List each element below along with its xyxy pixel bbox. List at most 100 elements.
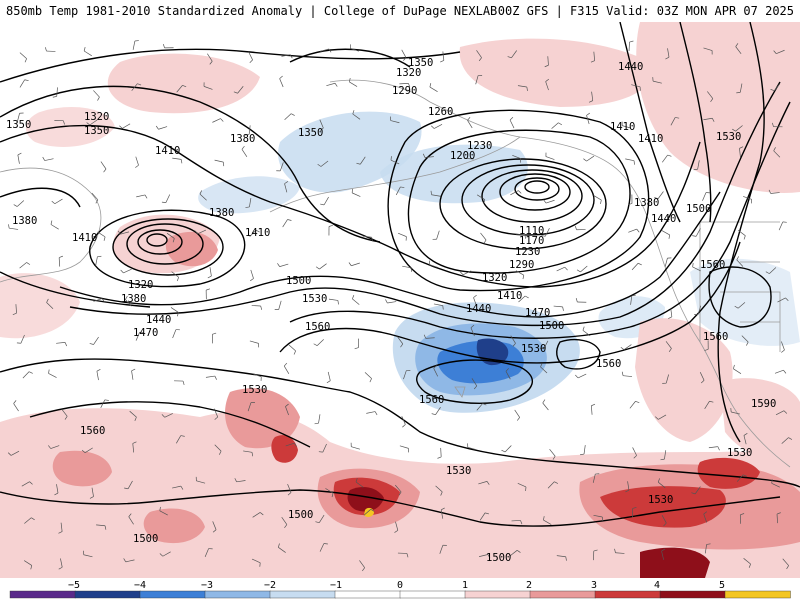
wind-barb-flag (121, 270, 124, 273)
map-svg: 1350 1320 1290 1260 1230 1200 1110 1170 … (0, 22, 800, 578)
wind-barb-flag (51, 221, 52, 225)
wind-barb-flag (25, 80, 29, 81)
colorbar-tick-label: 1 (462, 580, 468, 591)
wind-barb-flag (104, 169, 106, 172)
wind-barb (505, 445, 511, 451)
wind-barb (280, 264, 289, 267)
wind-barb-flag (315, 423, 319, 424)
wind-barb-flag (250, 60, 253, 63)
wind-barb (554, 306, 563, 307)
wind-barb (398, 233, 406, 236)
wind-barb (98, 232, 106, 237)
wind-barb-flag (781, 350, 784, 352)
wind-barb-flag (43, 157, 45, 160)
wind-barb-flag (49, 370, 50, 374)
wind-barb-flag (45, 47, 46, 51)
colorbar-ticks: −5 −4 −3 −2 −1 0 1 2 3 4 5 (68, 580, 725, 591)
wind-barb-flag (288, 219, 292, 220)
contour-label: 1500 (133, 533, 158, 545)
weather-map: 1350 1320 1290 1260 1230 1200 1110 1170 … (0, 22, 800, 578)
wind-barb (136, 157, 139, 166)
wind-barb-flag (90, 343, 94, 344)
wind-barb (632, 263, 638, 270)
colorbar-swatch (205, 591, 271, 598)
map-title: 850mb Temp 1981-2010 Standardized Anomal… (6, 0, 497, 22)
wind-barb-flag (294, 351, 296, 355)
wind-barb (172, 158, 181, 159)
contour-label: 1290 (392, 85, 417, 97)
colorbar-swatch (335, 591, 401, 598)
contour-label: 1380 (209, 207, 234, 219)
contour-label: 1410 (72, 232, 97, 244)
wind-barb (123, 269, 131, 273)
wind-barb (242, 149, 247, 157)
wind-barb (319, 264, 326, 269)
wind-barb-flag (543, 400, 545, 403)
wind-barb-flag (135, 165, 138, 167)
wind-barb (212, 119, 220, 123)
colorbar-tick-label: −3 (201, 580, 213, 591)
colorbar-tick-label: 0 (397, 580, 403, 591)
colorbar-tick-label: −4 (134, 580, 146, 591)
anomaly-shading (0, 22, 800, 578)
wind-barb (552, 123, 559, 129)
wind-barb-flag (181, 159, 182, 163)
wind-barb-flag (329, 225, 333, 226)
contour-label: 1410 (497, 290, 522, 302)
wind-barb (665, 258, 667, 267)
colorbar-tick-label: 5 (719, 580, 725, 591)
wind-barb-flag (242, 146, 245, 149)
wind-barb-flag (467, 117, 470, 120)
contour-label: 1500 (286, 275, 311, 287)
wind-barb (49, 373, 57, 377)
wind-barb (623, 376, 632, 377)
wind-barb (662, 231, 670, 235)
wind-barb (57, 87, 58, 96)
contour-label: 1440 (618, 61, 643, 73)
wind-barb-flag (52, 201, 55, 204)
wind-barb-flag (432, 414, 436, 415)
wind-barb-flag (576, 298, 577, 302)
wind-barb (45, 159, 54, 161)
wind-barb-flag (145, 195, 147, 198)
wind-barb (662, 155, 667, 162)
colorbar-swatch (660, 591, 726, 598)
wind-barb-flag (349, 78, 350, 82)
wind-barb (510, 120, 514, 128)
wind-barb (351, 263, 360, 266)
wind-barb-flag (430, 83, 431, 87)
contour-label: 1350 (298, 127, 323, 139)
wind-barb-flag (587, 113, 590, 115)
wind-barb (132, 371, 133, 380)
contour-label: 1440 (651, 213, 676, 225)
wind-barb (280, 79, 284, 87)
contour-label: 1560 (80, 425, 105, 437)
wind-barb (437, 231, 440, 240)
wind-barb-flag (440, 60, 444, 62)
colorbar-svg: −5 −4 −3 −2 −1 0 1 2 3 4 5 (0, 578, 800, 600)
wind-barb (545, 228, 549, 236)
wind-barb-flag (437, 457, 441, 458)
wind-barb (166, 195, 170, 203)
wind-barb (23, 372, 29, 378)
wind-barb (352, 193, 360, 197)
colorbar-swatch (530, 591, 596, 598)
wind-barb-flag (97, 369, 101, 371)
contour-label: 1560 (596, 358, 621, 370)
contour-label: 1440 (146, 314, 171, 326)
wind-barb (210, 267, 211, 276)
wind-barb (402, 50, 406, 58)
wind-barb-flag (355, 348, 359, 349)
colorbar-tick-label: 3 (591, 580, 597, 591)
wind-barb-flag (352, 295, 353, 299)
contour-label: 1560 (419, 394, 444, 406)
wind-barb (20, 53, 27, 59)
wind-barb (399, 83, 408, 84)
contour-label: 1530 (727, 447, 752, 459)
contour-label: 1350 (6, 119, 31, 131)
wind-barb (628, 229, 636, 232)
wind-barb-flag (630, 41, 634, 42)
wind-barb-flag (162, 202, 166, 203)
contour-label: 1530 (302, 293, 327, 305)
wind-barb-flag (575, 226, 576, 230)
